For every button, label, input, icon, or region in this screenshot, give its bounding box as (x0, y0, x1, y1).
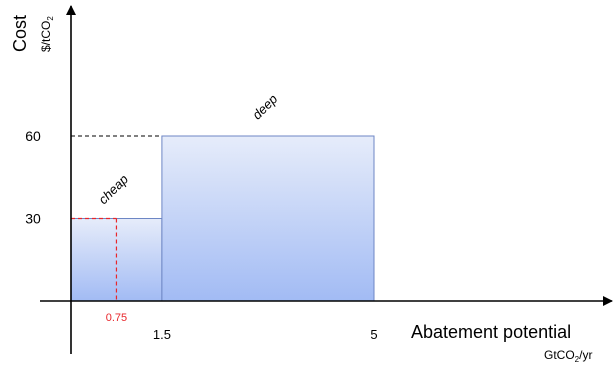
bar-label-cheap: cheap (95, 171, 131, 207)
y-axis-unit: $/tCO2 (39, 16, 55, 52)
x-axis-unit: GtCO2/yr (544, 348, 592, 364)
y-tick-label: 60 (25, 128, 41, 144)
y-tick-label: 30 (25, 211, 41, 227)
x-axis-label: Abatement potential (411, 322, 571, 342)
x-tick-label: 5 (370, 327, 377, 342)
x-tick-label: 1.5 (153, 327, 171, 342)
bar-cheap (70, 218, 163, 302)
y-axis-label: Cost (10, 15, 30, 52)
guide-value-label: 0.75 (106, 312, 127, 324)
bar-deep (161, 135, 375, 302)
bar-label-deep: deep (249, 91, 280, 122)
